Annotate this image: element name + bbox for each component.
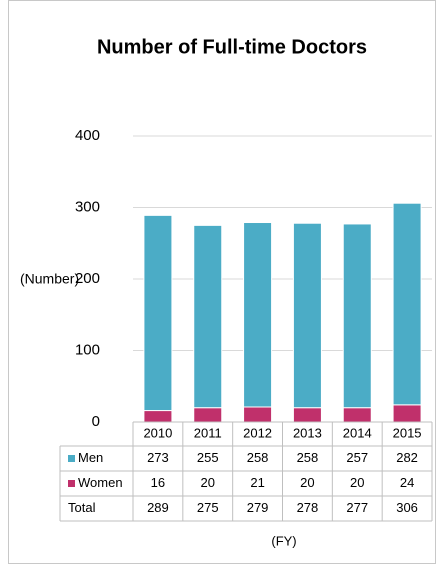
bar-segment bbox=[143, 214, 173, 412]
bar-segment bbox=[292, 407, 322, 423]
legend-swatch bbox=[68, 480, 75, 487]
y-tick-label: 400 bbox=[75, 127, 100, 144]
y-tick-label: 200 bbox=[75, 270, 100, 287]
bar-segment bbox=[243, 222, 273, 408]
bar-segment bbox=[193, 407, 223, 423]
y-tick-label: 100 bbox=[75, 341, 100, 358]
table-value: 258 bbox=[247, 450, 269, 465]
table-value: 257 bbox=[346, 450, 368, 465]
bar-segment bbox=[392, 202, 422, 406]
table-value: 20 bbox=[201, 475, 215, 490]
x-tick-label: 2011 bbox=[194, 425, 222, 440]
bar-segment bbox=[342, 223, 372, 409]
table-value: 16 bbox=[151, 475, 165, 490]
table-value: 24 bbox=[400, 475, 414, 490]
table-value: 273 bbox=[147, 450, 169, 465]
bar-segment bbox=[392, 404, 422, 423]
table-total: 306 bbox=[396, 500, 418, 515]
table-total: 277 bbox=[346, 500, 368, 515]
table-total: 275 bbox=[197, 500, 219, 515]
y-tick-label: 0 bbox=[92, 413, 100, 430]
bar-segment bbox=[342, 407, 372, 423]
bar-segment bbox=[193, 224, 223, 409]
bar-segment bbox=[292, 222, 322, 409]
legend-label: Women bbox=[78, 475, 123, 490]
bar-segment bbox=[143, 410, 173, 423]
chart-border bbox=[8, 0, 436, 564]
x-axis-label: (FY) bbox=[271, 533, 296, 548]
table-total: 278 bbox=[297, 500, 319, 515]
x-tick-label: 2014 bbox=[343, 425, 372, 440]
y-axis-label: (Number) bbox=[20, 271, 79, 287]
table-value: 282 bbox=[396, 450, 418, 465]
bar-segment bbox=[243, 406, 273, 423]
x-tick-label: 2015 bbox=[393, 425, 422, 440]
legend-swatch bbox=[68, 455, 75, 462]
table-total: 279 bbox=[247, 500, 269, 515]
table-value: 20 bbox=[300, 475, 314, 490]
table-value: 21 bbox=[250, 475, 264, 490]
chart-title: Number of Full-time Doctors bbox=[97, 36, 367, 58]
table-value: 255 bbox=[197, 450, 219, 465]
y-tick-label: 300 bbox=[75, 198, 100, 215]
table-total: 289 bbox=[147, 500, 169, 515]
x-tick-label: 2010 bbox=[143, 425, 172, 440]
table-value: 258 bbox=[297, 450, 319, 465]
table-value: 20 bbox=[350, 475, 364, 490]
x-tick-label: 2012 bbox=[243, 425, 272, 440]
legend-label: Men bbox=[78, 450, 103, 465]
table-total-label: Total bbox=[68, 500, 96, 515]
x-tick-label: 2013 bbox=[293, 425, 322, 440]
